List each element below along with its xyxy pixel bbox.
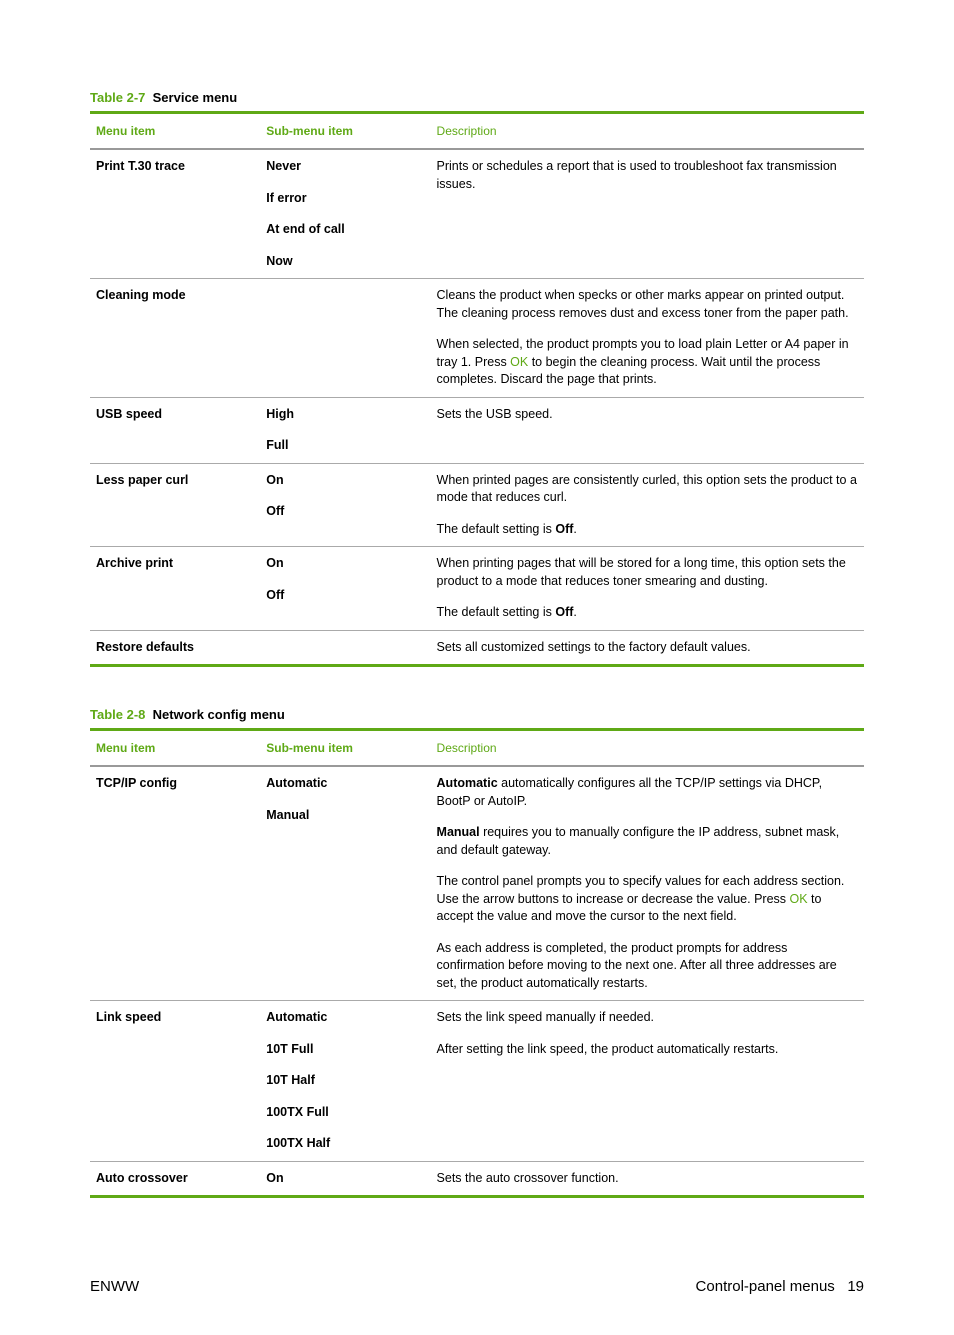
description: When printed pages are consistently curl…	[431, 463, 864, 547]
description: Prints or schedules a report that is use…	[431, 149, 864, 279]
table-row: Restore defaults Sets all customized set…	[90, 630, 864, 666]
menu-item: Link speed	[90, 1001, 260, 1162]
table-row: Link speed Automatic 10T Full 10T Half 1…	[90, 1001, 864, 1162]
table-row: Print T.30 trace Never If error At end o…	[90, 149, 864, 279]
table-row: Archive print On Off When printing pages…	[90, 547, 864, 631]
header-submenu-item: Sub-menu item	[260, 730, 430, 767]
menu-item: Restore defaults	[90, 630, 260, 666]
table-row: USB speed High Full Sets the USB speed.	[90, 397, 864, 463]
ok-text: OK	[510, 355, 528, 369]
page-footer: ENWW Control-panel menus 19	[90, 1278, 864, 1295]
network-config-table: Menu item Sub-menu item Description TCP/…	[90, 728, 864, 1198]
menu-item: Less paper curl	[90, 463, 260, 547]
header-description: Description	[431, 730, 864, 767]
menu-item: Cleaning mode	[90, 279, 260, 398]
description: Sets the auto crossover function.	[431, 1161, 864, 1197]
submenu-items: On Off	[260, 463, 430, 547]
ok-text: OK	[790, 892, 808, 906]
submenu-items: Automatic 10T Full 10T Half 100TX Full 1…	[260, 1001, 430, 1162]
description: Sets all customized settings to the fact…	[431, 630, 864, 666]
submenu-items: On Off	[260, 547, 430, 631]
submenu-items	[260, 630, 430, 666]
submenu-items: On	[260, 1161, 430, 1197]
caption-num: Table 2-7	[90, 90, 145, 105]
footer-left: ENWW	[90, 1278, 139, 1295]
header-menu-item: Menu item	[90, 730, 260, 767]
submenu-items: High Full	[260, 397, 430, 463]
submenu-items	[260, 279, 430, 398]
menu-item: Archive print	[90, 547, 260, 631]
table-row: Cleaning mode Cleans the product when sp…	[90, 279, 864, 398]
table-row: TCP/IP config Automatic Manual Automatic…	[90, 766, 864, 1001]
table-caption-2: Table 2-8 Network config menu	[90, 707, 864, 722]
menu-item: Print T.30 trace	[90, 149, 260, 279]
header-menu-item: Menu item	[90, 113, 260, 150]
table-row: Less paper curl On Off When printed page…	[90, 463, 864, 547]
caption-text: Service menu	[149, 90, 237, 105]
menu-item: Auto crossover	[90, 1161, 260, 1197]
page-number: 19	[847, 1278, 864, 1295]
description: Automatic automatically configures all t…	[431, 766, 864, 1001]
menu-item: TCP/IP config	[90, 766, 260, 1001]
table-caption-1: Table 2-7 Service menu	[90, 90, 864, 105]
submenu-items: Automatic Manual	[260, 766, 430, 1001]
table-row: Auto crossover On Sets the auto crossove…	[90, 1161, 864, 1197]
header-submenu-item: Sub-menu item	[260, 113, 430, 150]
description: When printing pages that will be stored …	[431, 547, 864, 631]
menu-item: USB speed	[90, 397, 260, 463]
submenu-items: Never If error At end of call Now	[260, 149, 430, 279]
caption-num: Table 2-8	[90, 707, 145, 722]
caption-text: Network config menu	[149, 707, 285, 722]
description: Cleans the product when specks or other …	[431, 279, 864, 398]
service-menu-table: Menu item Sub-menu item Description Prin…	[90, 111, 864, 667]
header-description: Description	[431, 113, 864, 150]
description: Sets the USB speed.	[431, 397, 864, 463]
description: Sets the link speed manually if needed. …	[431, 1001, 864, 1162]
footer-right: Control-panel menus 19	[696, 1278, 864, 1295]
